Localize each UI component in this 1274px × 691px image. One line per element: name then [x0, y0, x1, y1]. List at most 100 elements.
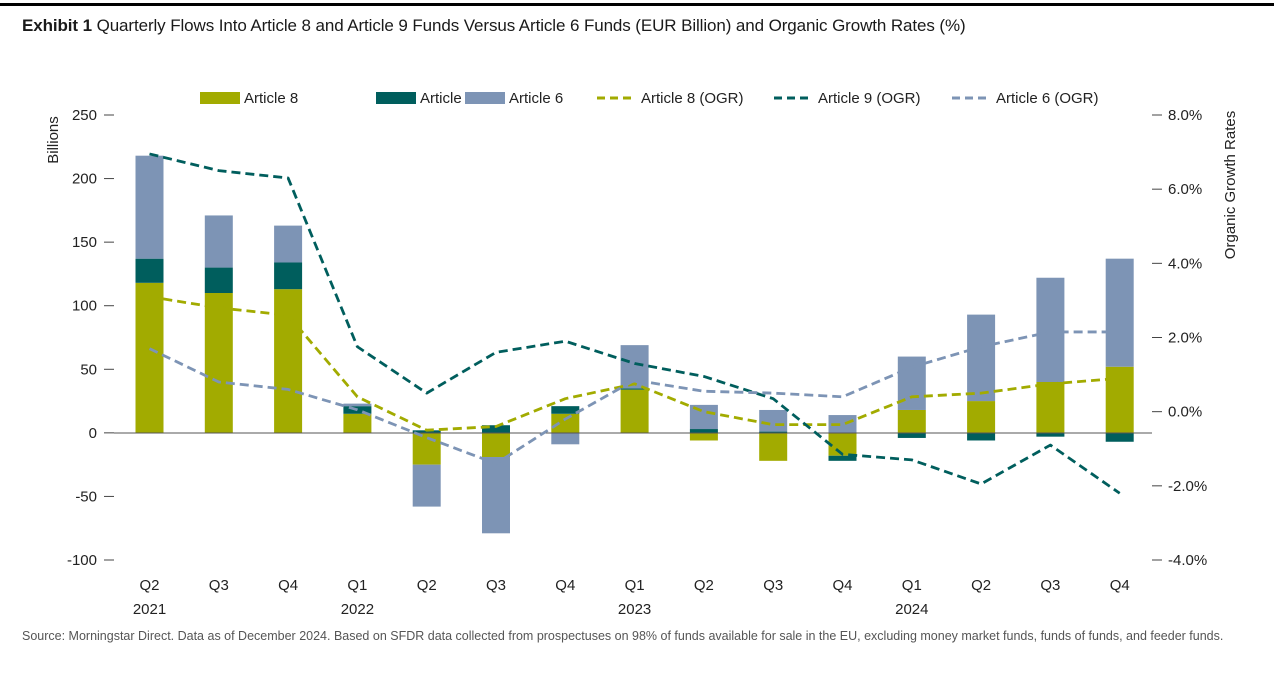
x-tick-label: Q4 [832, 577, 852, 594]
bar-article-9 [1036, 432, 1065, 437]
bar-article-8 [620, 389, 649, 433]
y2-tick-label: 0.0% [1168, 404, 1202, 421]
line-article-6-ogr [148, 330, 1120, 465]
x-tick-label: Q3 [763, 577, 783, 594]
y2-tick-label: 6.0% [1168, 181, 1202, 198]
x-tick-label: Q3 [486, 577, 506, 594]
bar-article-9 [897, 432, 926, 438]
y-tick-label: -50 [75, 488, 97, 505]
y2-tick-label: 2.0% [1168, 330, 1202, 347]
bar-article-9 [482, 425, 510, 433]
legend-label: Article 6 (OGR) [996, 90, 1099, 107]
y2-tick-label: 8.0% [1168, 107, 1202, 124]
legend-swatch [465, 92, 505, 104]
x-year-label: 2023 [618, 601, 651, 618]
bar-article-9 [1105, 432, 1134, 442]
y-axis-title-left: Billions [45, 116, 62, 164]
chart-legend: Article 8 Article 9 Article 6 Article 8 (OG… [200, 90, 1099, 107]
chart-title: Exhibit 1 Quarterly Flows Into Article 8… [22, 16, 966, 36]
x-year-label: 2022 [341, 601, 374, 618]
bar-article-8 [967, 401, 996, 433]
y-tick-label: 100 [72, 298, 97, 315]
bar-article-9 [828, 455, 857, 461]
bar-article-8 [897, 409, 926, 433]
bar-article-9 [274, 262, 303, 290]
x-tick-label: Q4 [1110, 577, 1130, 594]
x-tick-label: Q1 [902, 577, 922, 594]
y-axis-right: 8.0% 6.0% 4.0% 2.0% 0.0% -2.0% -4.0% [1152, 107, 1207, 569]
bar-article-8 [482, 432, 510, 458]
bar-article-8 [412, 432, 441, 465]
bar-article-9 [759, 431, 788, 433]
x-year-label: 2021 [133, 601, 166, 618]
bar-article-8 [1036, 382, 1065, 433]
title-rule [0, 3, 1274, 6]
y-tick-label: 150 [72, 234, 97, 251]
bar-article-9 [689, 429, 718, 433]
y2-tick-label: 4.0% [1168, 255, 1202, 272]
bar-article-6 [135, 155, 164, 259]
x-tick-label: Q1 [347, 577, 367, 594]
bar-article-6 [412, 464, 441, 507]
legend-label: Article 8 [244, 90, 298, 107]
y2-tick-label: -2.0% [1168, 478, 1207, 495]
y-tick-label: -100 [67, 552, 97, 569]
x-tick-label: Q2 [971, 577, 991, 594]
bar-article-9 [551, 406, 580, 414]
legend-label: Article 9 [420, 90, 474, 107]
x-tick-label: Q2 [139, 577, 159, 594]
x-tick-label: Q4 [555, 577, 575, 594]
bar-article-6 [828, 415, 857, 433]
bar-article-6 [1036, 277, 1065, 382]
x-tick-label: Q1 [625, 577, 645, 594]
bar-article-6 [343, 403, 372, 407]
bar-article-6 [551, 432, 580, 445]
x-tick-label: Q3 [1040, 577, 1060, 594]
bar-article-8 [689, 432, 718, 441]
bar-article-8 [1105, 366, 1134, 433]
bar-article-6 [967, 314, 996, 402]
legend-swatch [200, 92, 240, 104]
x-axis: Q2 2021 Q3 Q4 Q1 2022 Q2 Q3 Q4 Q1 2023 Q2 Q3 Q4 Q1 2024… [133, 577, 1130, 618]
bar-article-6 [482, 457, 510, 534]
bar-article-9 [204, 267, 233, 293]
source-note: Source: Morningstar Direct. Data as of D… [22, 629, 1224, 643]
x-year-label: 2024 [895, 601, 928, 618]
bar-article-8 [759, 432, 788, 461]
bar-article-8 [274, 289, 303, 433]
y-axis-title-right: Organic Growth Rates [1222, 111, 1239, 259]
bar-article-8 [204, 293, 233, 433]
bar-article-6 [204, 215, 233, 268]
bar-article-6 [274, 225, 303, 263]
legend-label: Article 9 (OGR) [818, 90, 921, 107]
y-axis-left: 250 200 150 100 50 0 -50 -100 [67, 107, 114, 569]
bar-series [135, 155, 1134, 534]
bar-article-9 [967, 432, 996, 441]
y-tick-label: 0 [89, 425, 97, 442]
y-tick-label: 50 [80, 361, 97, 378]
x-tick-label: Q2 [694, 577, 714, 594]
line-series [148, 152, 1121, 495]
legend-swatch [376, 92, 416, 104]
legend-label: Article 6 [509, 90, 563, 107]
legend-label: Article 8 (OGR) [641, 90, 744, 107]
x-tick-label: Q4 [278, 577, 298, 594]
bar-article-8 [343, 413, 372, 433]
bar-article-8 [135, 282, 164, 433]
title-text: Quarterly Flows Into Article 8 and Artic… [96, 16, 966, 35]
x-tick-label: Q2 [417, 577, 437, 594]
bar-article-8 [828, 432, 857, 456]
flows-chart: Article 8 Article 9 Article 6 Article 8 (OG… [45, 90, 1239, 618]
bar-article-8 [551, 413, 580, 433]
y-tick-label: 200 [72, 171, 97, 188]
bar-article-6 [1105, 258, 1134, 367]
bar-article-6 [759, 409, 788, 432]
exhibit-label: Exhibit 1 [22, 16, 92, 35]
line-article-8-ogr [149, 295, 1120, 432]
bar-article-9 [620, 388, 649, 390]
y2-tick-label: -4.0% [1168, 552, 1207, 569]
y-tick-label: 250 [72, 107, 97, 124]
line-article-9-ogr [149, 152, 1121, 495]
x-tick-label: Q3 [209, 577, 229, 594]
bar-article-9 [135, 258, 164, 283]
